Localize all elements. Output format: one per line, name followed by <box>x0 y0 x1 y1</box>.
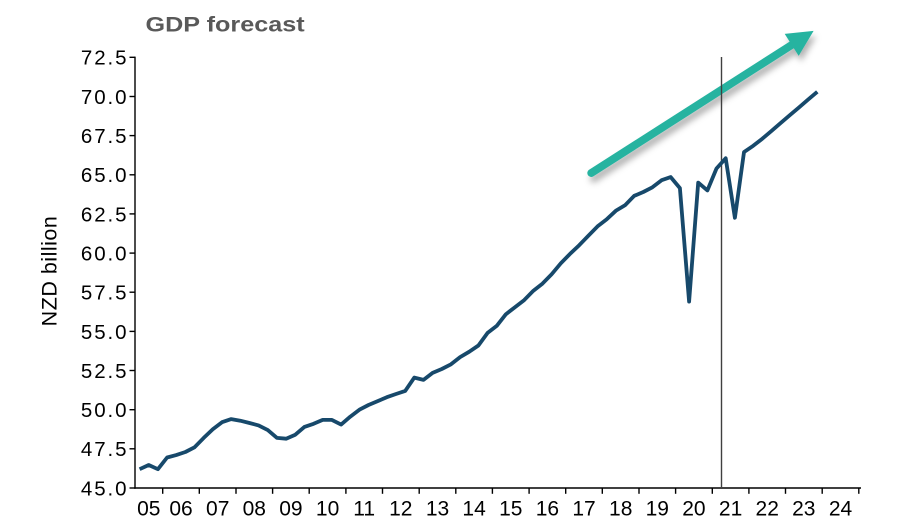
svg-text:18: 18 <box>609 498 632 521</box>
svg-text:12: 12 <box>389 498 412 521</box>
svg-text:24: 24 <box>829 498 853 521</box>
svg-text:14: 14 <box>462 498 486 521</box>
svg-text:15: 15 <box>499 498 522 521</box>
svg-text:11: 11 <box>353 498 375 521</box>
svg-text:16: 16 <box>536 498 559 521</box>
svg-text:65.0: 65.0 <box>81 164 129 187</box>
svg-text:23: 23 <box>792 498 815 521</box>
svg-text:08: 08 <box>243 498 266 521</box>
svg-text:55.0: 55.0 <box>81 321 129 344</box>
svg-text:10: 10 <box>316 498 339 521</box>
svg-text:62.5: 62.5 <box>81 203 129 226</box>
svg-text:47.5: 47.5 <box>81 438 129 461</box>
svg-text:60.0: 60.0 <box>81 243 129 266</box>
svg-text:22: 22 <box>756 498 779 521</box>
svg-text:70.0: 70.0 <box>81 86 129 109</box>
svg-text:06: 06 <box>169 498 192 521</box>
svg-text:GDP forecast: GDP forecast <box>146 12 305 36</box>
svg-text:13: 13 <box>426 498 449 521</box>
svg-text:57.5: 57.5 <box>81 282 129 305</box>
svg-text:20: 20 <box>682 498 705 521</box>
svg-text:72.5: 72.5 <box>81 47 129 70</box>
svg-text:67.5: 67.5 <box>81 125 129 148</box>
svg-text:19: 19 <box>646 498 669 521</box>
svg-text:17: 17 <box>572 498 595 521</box>
svg-text:09: 09 <box>279 498 302 521</box>
svg-text:45.0: 45.0 <box>81 477 129 500</box>
svg-text:07: 07 <box>206 498 229 521</box>
svg-text:50.0: 50.0 <box>81 399 129 422</box>
svg-text:21: 21 <box>719 498 742 521</box>
svg-text:52.5: 52.5 <box>81 360 129 383</box>
svg-text:05: 05 <box>137 498 160 521</box>
svg-text:NZD billion: NZD billion <box>38 216 62 327</box>
